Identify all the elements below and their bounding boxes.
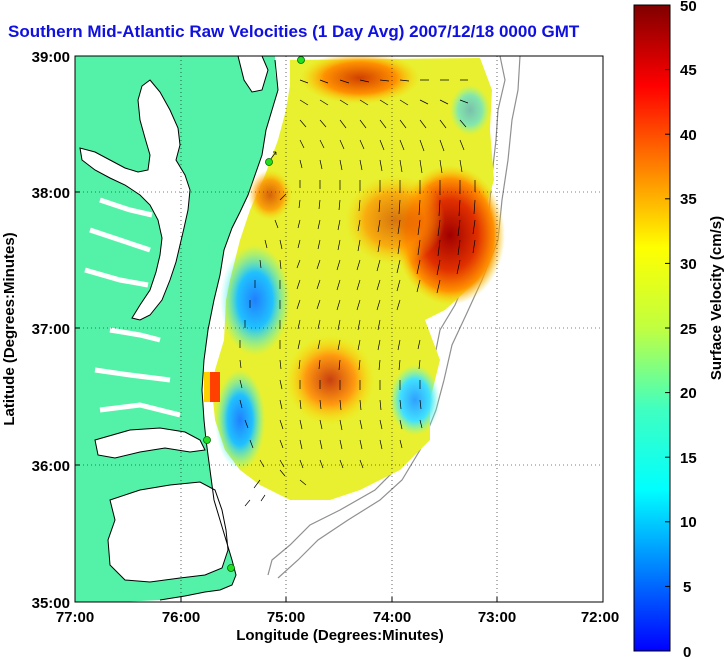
x-tick-labels: 77:00 76:00 75:00 74:00 73:00 72:00 [56,609,619,626]
x-tick-label: 76:00 [162,609,200,626]
velocity-field [204,56,505,500]
albemarle-sound [95,428,205,458]
map-title: Southern Mid-Atlantic Raw Velocities (1 … [8,22,580,41]
station-marker [265,158,273,166]
velocity-arrows [239,79,476,507]
x-tick-label: 75:00 [267,609,305,626]
colorbar-tick-label: 25 [680,321,697,338]
y-tick-label: 39:00 [32,49,70,66]
y-tick-label: 36:00 [32,458,70,475]
coastline [79,56,279,601]
colorbar-tick-label: 10 [680,514,697,531]
x-tick-label: 74:00 [373,609,411,626]
x-tick-label: 72:00 [581,609,619,626]
delaware-bay [238,56,268,92]
land-mass [75,56,278,602]
y-tick-label: 37:00 [32,321,70,338]
colorbar [633,4,671,652]
radar-stations [203,56,305,572]
colorbar-tick-label: 45 [680,62,697,79]
colorbar-tick-label: 30 [680,256,697,273]
y-tick-label: 35:00 [32,595,70,612]
chesapeake-bay [80,80,190,320]
grid-lines [75,56,603,602]
colorbar-tick-label: 40 [680,127,697,144]
station-marker [227,564,235,572]
pamlico-sound [108,482,228,582]
axis-ticks [75,191,498,602]
colorbar-tick-label: 0 [683,644,691,659]
y-tick-labels: 39:00 38:00 37:00 36:00 35:00 [32,49,70,612]
colorbar-tick-labels: 50 45 40 35 30 25 20 15 10 5 0 [680,0,697,659]
colorbar-tick-label: 15 [680,450,697,467]
river-estuaries [84,197,181,418]
x-tick-label: 73:00 [478,609,516,626]
station-marker [203,436,211,444]
colorbar-ticks [665,69,670,587]
colorbar-tick-label: 35 [680,191,697,208]
plot-frame [74,55,604,603]
colorbar-tick-label: 5 [683,579,691,596]
colorbar-label: Surface Velocity (cm/s) [708,216,724,380]
x-axis-label: Longitude (Degrees:Minutes) [236,627,444,644]
colorbar-tick-label: 20 [680,385,697,402]
x-tick-label: 77:00 [56,609,94,626]
station-marker [297,56,305,64]
colorbar-tick-label: 50 [680,0,697,15]
title-overlap-mask [620,18,634,48]
y-axis-label: Latitude (Degrees:Minutes) [1,232,18,425]
y-tick-label: 38:00 [32,185,70,202]
